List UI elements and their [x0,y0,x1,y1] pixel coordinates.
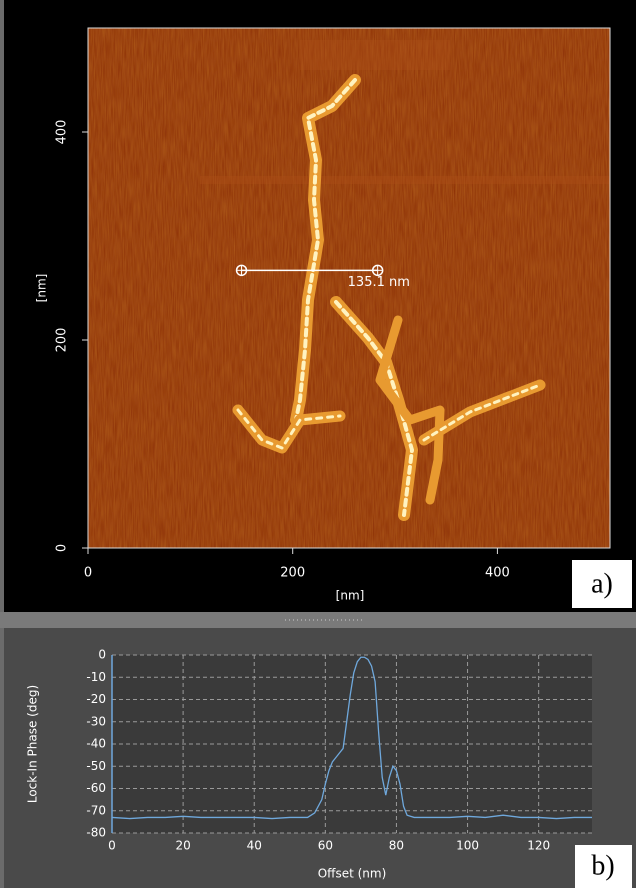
afm-texture [88,28,610,548]
y-axis-label: Lock-In Phase (deg) [26,685,40,803]
y-tick-label: 200 [55,328,70,353]
panel-label-box [575,845,632,888]
panel-label: a) [591,568,613,599]
y-axis-label: [nm] [35,274,49,303]
fiber-highlight [294,78,357,422]
afm-streak [300,40,450,70]
x-tick-label: 80 [389,839,404,853]
image-frame [87,27,611,549]
x-tick-label: 60 [318,839,333,853]
panel-label-box [572,560,632,608]
x-axis-label: Offset (nm) [318,867,387,881]
y-tick-label: 400 [55,120,70,145]
x-tick-label: 0 [84,566,92,581]
window-border [0,0,4,888]
y-tick-label: 0 [55,544,70,552]
y-tick-label: -30 [86,714,106,728]
x-tick-label: 40 [247,839,262,853]
fiber-highlight [334,300,414,517]
x-tick-label: 20 [175,839,190,853]
x-tick-label: 0 [108,839,116,853]
y-tick-label: -20 [86,692,106,706]
fiber [375,315,445,505]
profile-line [111,656,592,820]
fibers [232,74,546,521]
fiber-highlight [236,408,342,450]
x-tick-label: 120 [527,839,550,853]
y-tick-label: -70 [86,803,106,817]
x-tick-label: 400 [485,566,510,581]
y-tick-label: -40 [86,737,106,751]
y-tick-label: 0 [98,648,106,662]
fiber-highlight [422,383,542,442]
measure-label: 135.1 nm [348,275,410,290]
afm-streak [200,176,610,184]
y-tick-label: -60 [86,781,106,795]
y-tick-label: -10 [86,670,106,684]
panel-label: b) [591,850,614,881]
x-tick-label: 100 [456,839,479,853]
y-tick-label: -80 [86,826,106,840]
y-tick-label: -50 [86,759,106,773]
x-axis-label: [nm] [336,589,365,603]
x-tick-label: 200 [280,566,305,581]
